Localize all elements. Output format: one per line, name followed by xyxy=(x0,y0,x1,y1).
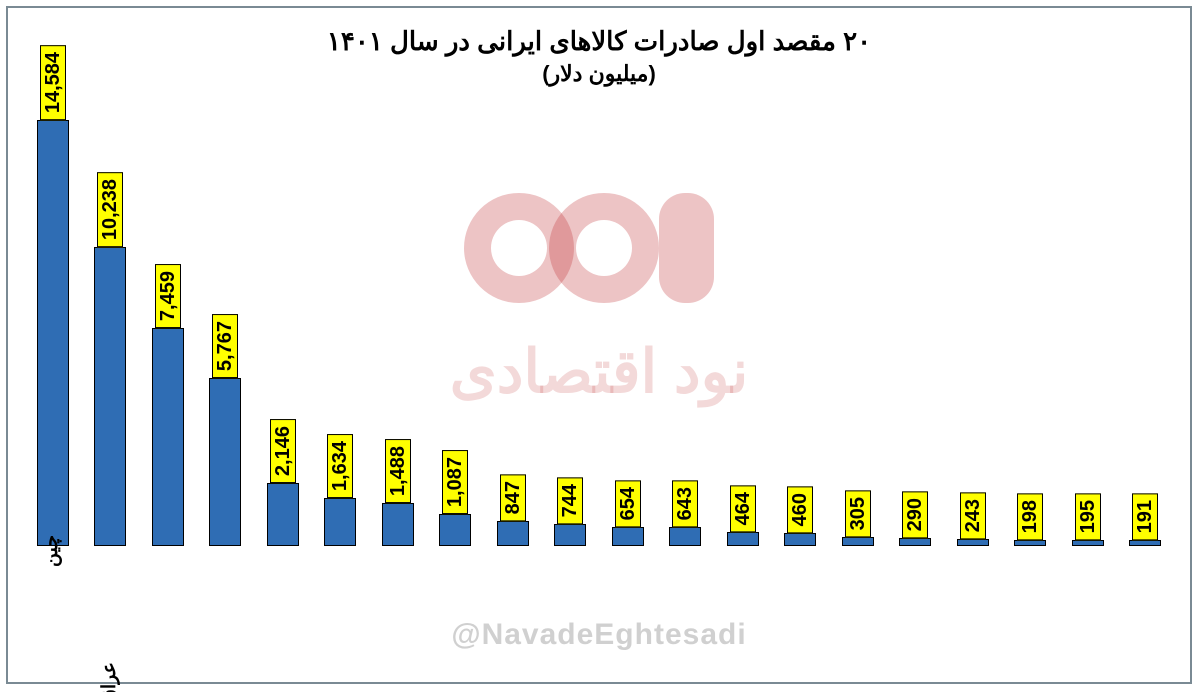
bar-col: 195قزاقستان xyxy=(1059,493,1117,546)
value-label: 654 xyxy=(615,480,641,527)
bar xyxy=(324,498,356,546)
value-label: 14,584 xyxy=(40,45,66,120)
category-label: عراق xyxy=(100,662,121,692)
bar-col: 1,087عمان xyxy=(427,450,485,546)
bar xyxy=(1072,540,1104,546)
bar-col: 290ازبکستان xyxy=(887,491,945,546)
bar xyxy=(37,120,69,546)
chart-title: ۲۰ مقصد اول صادرات کالاهای ایرانی در سال… xyxy=(8,26,1190,57)
bar xyxy=(842,537,874,546)
value-label: 243 xyxy=(960,492,986,539)
bars-row: 14,584چین10,238عراق7,459ترکیه5,767امارات… xyxy=(24,68,1174,546)
bar-col: 643تایلند xyxy=(657,480,715,546)
bar-col: 654جمهوری آذربایجان xyxy=(599,480,657,546)
bar-col: 5,767امارات xyxy=(197,314,255,546)
plot-area: 14,584چین10,238عراق7,459ترکیه5,767امارات… xyxy=(24,68,1174,666)
bar xyxy=(497,521,529,546)
bar xyxy=(899,538,931,546)
value-label: 7,459 xyxy=(155,264,181,328)
bar xyxy=(784,533,816,546)
bar-col: 744روسیه xyxy=(542,477,600,546)
value-label: 10,238 xyxy=(97,172,123,247)
value-label: 191 xyxy=(1132,493,1158,540)
bar-col: 2,146هند xyxy=(254,419,312,546)
value-label: 847 xyxy=(500,474,526,521)
bar-col: 305آفریقای جنوبی xyxy=(829,490,887,546)
bar xyxy=(957,539,989,546)
bar-col: 7,459ترکیه xyxy=(139,264,197,546)
bar xyxy=(612,527,644,546)
bar-col: 464ارمنستان xyxy=(714,485,772,546)
bar xyxy=(669,527,701,546)
value-label: 1,488 xyxy=(385,439,411,503)
bar xyxy=(727,532,759,546)
bar xyxy=(554,524,586,546)
bar xyxy=(1014,540,1046,546)
bar-col: 1,634افغانستان xyxy=(312,434,370,546)
value-label: 290 xyxy=(902,491,928,538)
bar-col: 198کویت xyxy=(1002,493,1060,546)
value-label: 464 xyxy=(730,485,756,532)
category-label: چین xyxy=(42,535,63,567)
value-label: 643 xyxy=(672,480,698,527)
bar xyxy=(382,503,414,546)
bar-col: 14,584چین xyxy=(24,45,82,546)
bar xyxy=(152,328,184,546)
bar-col: 847اندونزی xyxy=(484,474,542,546)
value-label: 5,767 xyxy=(212,314,238,378)
value-label: 460 xyxy=(787,486,813,533)
value-label: 2,146 xyxy=(270,419,296,483)
bar-col: 10,238عراق xyxy=(82,172,140,546)
value-label: 744 xyxy=(557,477,583,524)
bar-col: 191موزامبیک xyxy=(1117,493,1175,546)
bar xyxy=(209,378,241,546)
value-label: 305 xyxy=(845,490,871,537)
bar-col: 1,488پاکستان xyxy=(369,439,427,546)
chart-frame: نود اقتصادی ۲۰ مقصد اول صادرات کالاهای ا… xyxy=(6,6,1192,684)
bar-col: 460ترکمنستان xyxy=(772,486,830,546)
value-label: 1,634 xyxy=(327,434,353,498)
value-label: 195 xyxy=(1075,493,1101,540)
value-label: 1,087 xyxy=(442,450,468,514)
bar xyxy=(439,514,471,546)
bar xyxy=(1129,540,1161,546)
bar xyxy=(267,483,299,546)
bar-col: 243سوریه xyxy=(944,492,1002,546)
value-label: 198 xyxy=(1017,493,1043,540)
bar xyxy=(94,247,126,546)
